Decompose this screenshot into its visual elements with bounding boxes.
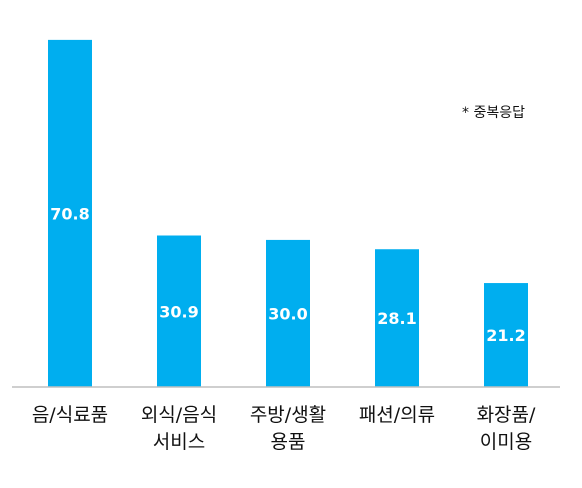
bars-layer: 70.8 30.9 30.0 28.1 21.2 <box>48 39 528 388</box>
bar-0 <box>48 39 92 388</box>
value-label-0: 70.8 <box>50 204 89 223</box>
bar-2 <box>266 239 310 387</box>
category-label-4-line-0: 화장품/ <box>477 404 536 426</box>
value-label-3: 28.1 <box>377 309 416 328</box>
category-label-2-line-0: 주방/생활 <box>250 404 326 426</box>
category-label-3-line-0: 패션/의류 <box>359 404 435 426</box>
category-label-1-line-1: 서비스 <box>153 431 205 453</box>
value-label-4: 21.2 <box>486 326 525 345</box>
value-label-2: 30.0 <box>268 304 307 323</box>
value-label-1: 30.9 <box>159 302 198 321</box>
bar-4 <box>484 283 528 387</box>
multiple-response-note: * 중복응답 <box>462 105 525 121</box>
bar-1 <box>157 235 201 387</box>
category-label-1-line-0: 외식/음식 <box>141 404 217 426</box>
bar-3 <box>375 249 419 387</box>
category-label-4-line-1: 이미용 <box>480 431 532 453</box>
category-label-0-line-0: 음/식료품 <box>32 404 108 426</box>
category-label-2-line-1: 용품 <box>271 431 306 453</box>
